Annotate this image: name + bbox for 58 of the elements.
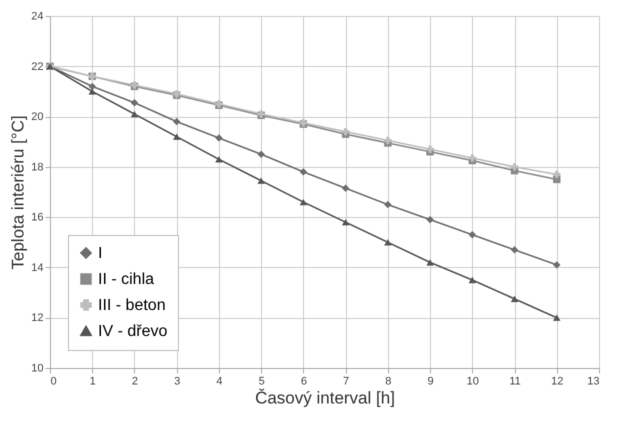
y-tick-label: 16	[31, 212, 44, 224]
x-tick-label: 13	[587, 376, 600, 388]
x-tick-label: 0	[50, 376, 57, 388]
point	[510, 163, 518, 171]
point	[510, 246, 518, 254]
point	[215, 156, 223, 163]
y-tick-label: 22	[31, 60, 44, 73]
x-tick-label: 3	[174, 376, 180, 388]
legend-label: IV - dřevo	[98, 323, 168, 340]
point	[342, 218, 350, 226]
point	[426, 146, 434, 153]
x-tick-label: 9	[428, 376, 434, 388]
x-tick-label: 8	[385, 376, 392, 388]
x-tick-label: 7	[343, 376, 350, 388]
point	[88, 82, 96, 90]
point	[384, 200, 392, 208]
point	[257, 177, 265, 184]
point	[342, 184, 350, 192]
point	[130, 110, 138, 118]
y-tick-label: 10	[31, 362, 44, 374]
y-tick-label: 24	[31, 10, 44, 22]
point	[384, 239, 392, 246]
point	[215, 134, 223, 142]
legend-label: III - beton	[98, 297, 166, 314]
point	[553, 314, 560, 321]
legend-label: II - cihla	[98, 271, 154, 288]
y-axis-title: Teplota interiéru [°C]	[8, 115, 28, 270]
point	[426, 216, 434, 224]
x-tick-label: 5	[258, 376, 265, 388]
point	[553, 261, 560, 269]
point	[342, 128, 350, 136]
point	[257, 150, 265, 158]
point	[384, 136, 392, 144]
point	[468, 276, 476, 284]
point	[468, 154, 476, 162]
y-tick-label: 18	[31, 161, 44, 174]
x-axis-title: Časový interval [h]	[255, 388, 395, 408]
point	[172, 133, 180, 140]
x-tick-label: 2	[132, 376, 138, 388]
y-tick-label: 20	[31, 111, 44, 124]
point	[300, 198, 308, 206]
x-tick-label: 1	[90, 376, 96, 388]
y-tick-label: 14	[31, 262, 44, 274]
legend-label: I	[98, 245, 102, 262]
point	[426, 259, 434, 266]
y-tick-label: 12	[31, 312, 44, 324]
point	[553, 170, 560, 178]
x-tick-label: 6	[300, 376, 307, 388]
x-tick-label: 4	[216, 376, 222, 388]
point	[468, 231, 476, 238]
point	[172, 118, 180, 126]
x-tick-label: 11	[509, 376, 521, 388]
point	[88, 88, 96, 95]
point	[130, 99, 138, 106]
point	[300, 168, 308, 176]
x-tick-label: 12	[551, 376, 564, 388]
x-tick-label: 10	[466, 376, 479, 388]
point	[510, 296, 518, 302]
